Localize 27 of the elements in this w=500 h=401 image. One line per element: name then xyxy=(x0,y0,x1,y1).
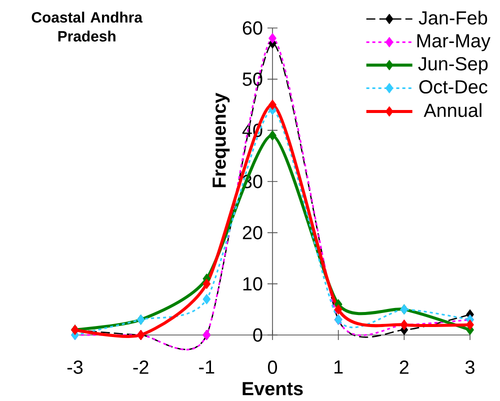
y-tick-label: 60 xyxy=(242,21,262,35)
x-tick-label: 2 xyxy=(400,360,408,374)
x-tick-label: -3 xyxy=(67,360,83,374)
legend-label: Oct-Dec xyxy=(419,80,488,94)
point xyxy=(334,304,342,315)
x-tick-label: -2 xyxy=(133,360,148,374)
y-tick-label: 50 xyxy=(242,72,262,86)
y-axis-title: Frequency xyxy=(212,92,230,188)
point xyxy=(202,294,211,304)
point xyxy=(268,32,277,44)
x-tick-label: -1 xyxy=(199,360,214,374)
point xyxy=(268,130,277,141)
y-tick-label: 0 xyxy=(253,328,262,342)
chart-title: Coastal Andhra Pradesh xyxy=(32,12,143,42)
y-tick-label: 20 xyxy=(242,226,262,240)
x-tick-label: 1 xyxy=(334,360,343,374)
x-axis-title: Events xyxy=(242,382,303,396)
legend-label: Annual xyxy=(424,103,482,118)
legend-label: Jan-Feb xyxy=(418,10,488,25)
point xyxy=(466,320,474,330)
legend-label: Mar-May xyxy=(417,34,490,52)
point xyxy=(268,100,277,110)
x-tick-label: 3 xyxy=(465,360,474,374)
legend-label: Jun-Sep xyxy=(418,57,488,74)
y-tick-label: 10 xyxy=(243,277,262,291)
x-tick-label: 0 xyxy=(268,360,278,374)
point xyxy=(202,278,211,290)
